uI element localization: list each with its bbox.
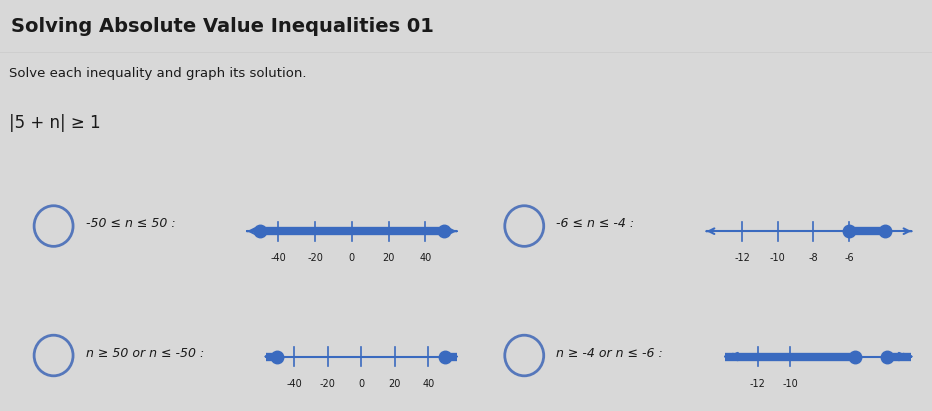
- Text: -40: -40: [270, 254, 286, 263]
- Text: -50 ≤ n ≤ 50 :: -50 ≤ n ≤ 50 :: [86, 217, 175, 230]
- Text: -40: -40: [286, 379, 302, 389]
- Text: -20: -20: [308, 254, 323, 263]
- Text: n ≥ -4 or n ≤ -6 :: n ≥ -4 or n ≤ -6 :: [556, 347, 664, 360]
- Text: n ≥ 50 or n ≤ -50 :: n ≥ 50 or n ≤ -50 :: [86, 347, 204, 360]
- Text: -8: -8: [809, 254, 818, 263]
- Text: -20: -20: [320, 379, 336, 389]
- Text: 20: 20: [382, 254, 395, 263]
- Text: 40: 40: [422, 379, 434, 389]
- Text: -12: -12: [749, 379, 765, 389]
- Text: 20: 20: [389, 379, 401, 389]
- Text: Solve each inequality and graph its solution.: Solve each inequality and graph its solu…: [9, 67, 307, 80]
- Text: -12: -12: [734, 254, 750, 263]
- Text: 0: 0: [349, 254, 355, 263]
- Text: -10: -10: [770, 254, 786, 263]
- Text: -6: -6: [844, 254, 854, 263]
- Text: |5 + n| ≥ 1: |5 + n| ≥ 1: [9, 114, 101, 132]
- Text: -6 ≤ n ≤ -4 :: -6 ≤ n ≤ -4 :: [556, 217, 635, 230]
- Text: 0: 0: [358, 379, 364, 389]
- Text: 40: 40: [419, 254, 432, 263]
- Text: -10: -10: [782, 379, 798, 389]
- Text: Solving Absolute Value Inequalities 01: Solving Absolute Value Inequalities 01: [11, 17, 434, 36]
